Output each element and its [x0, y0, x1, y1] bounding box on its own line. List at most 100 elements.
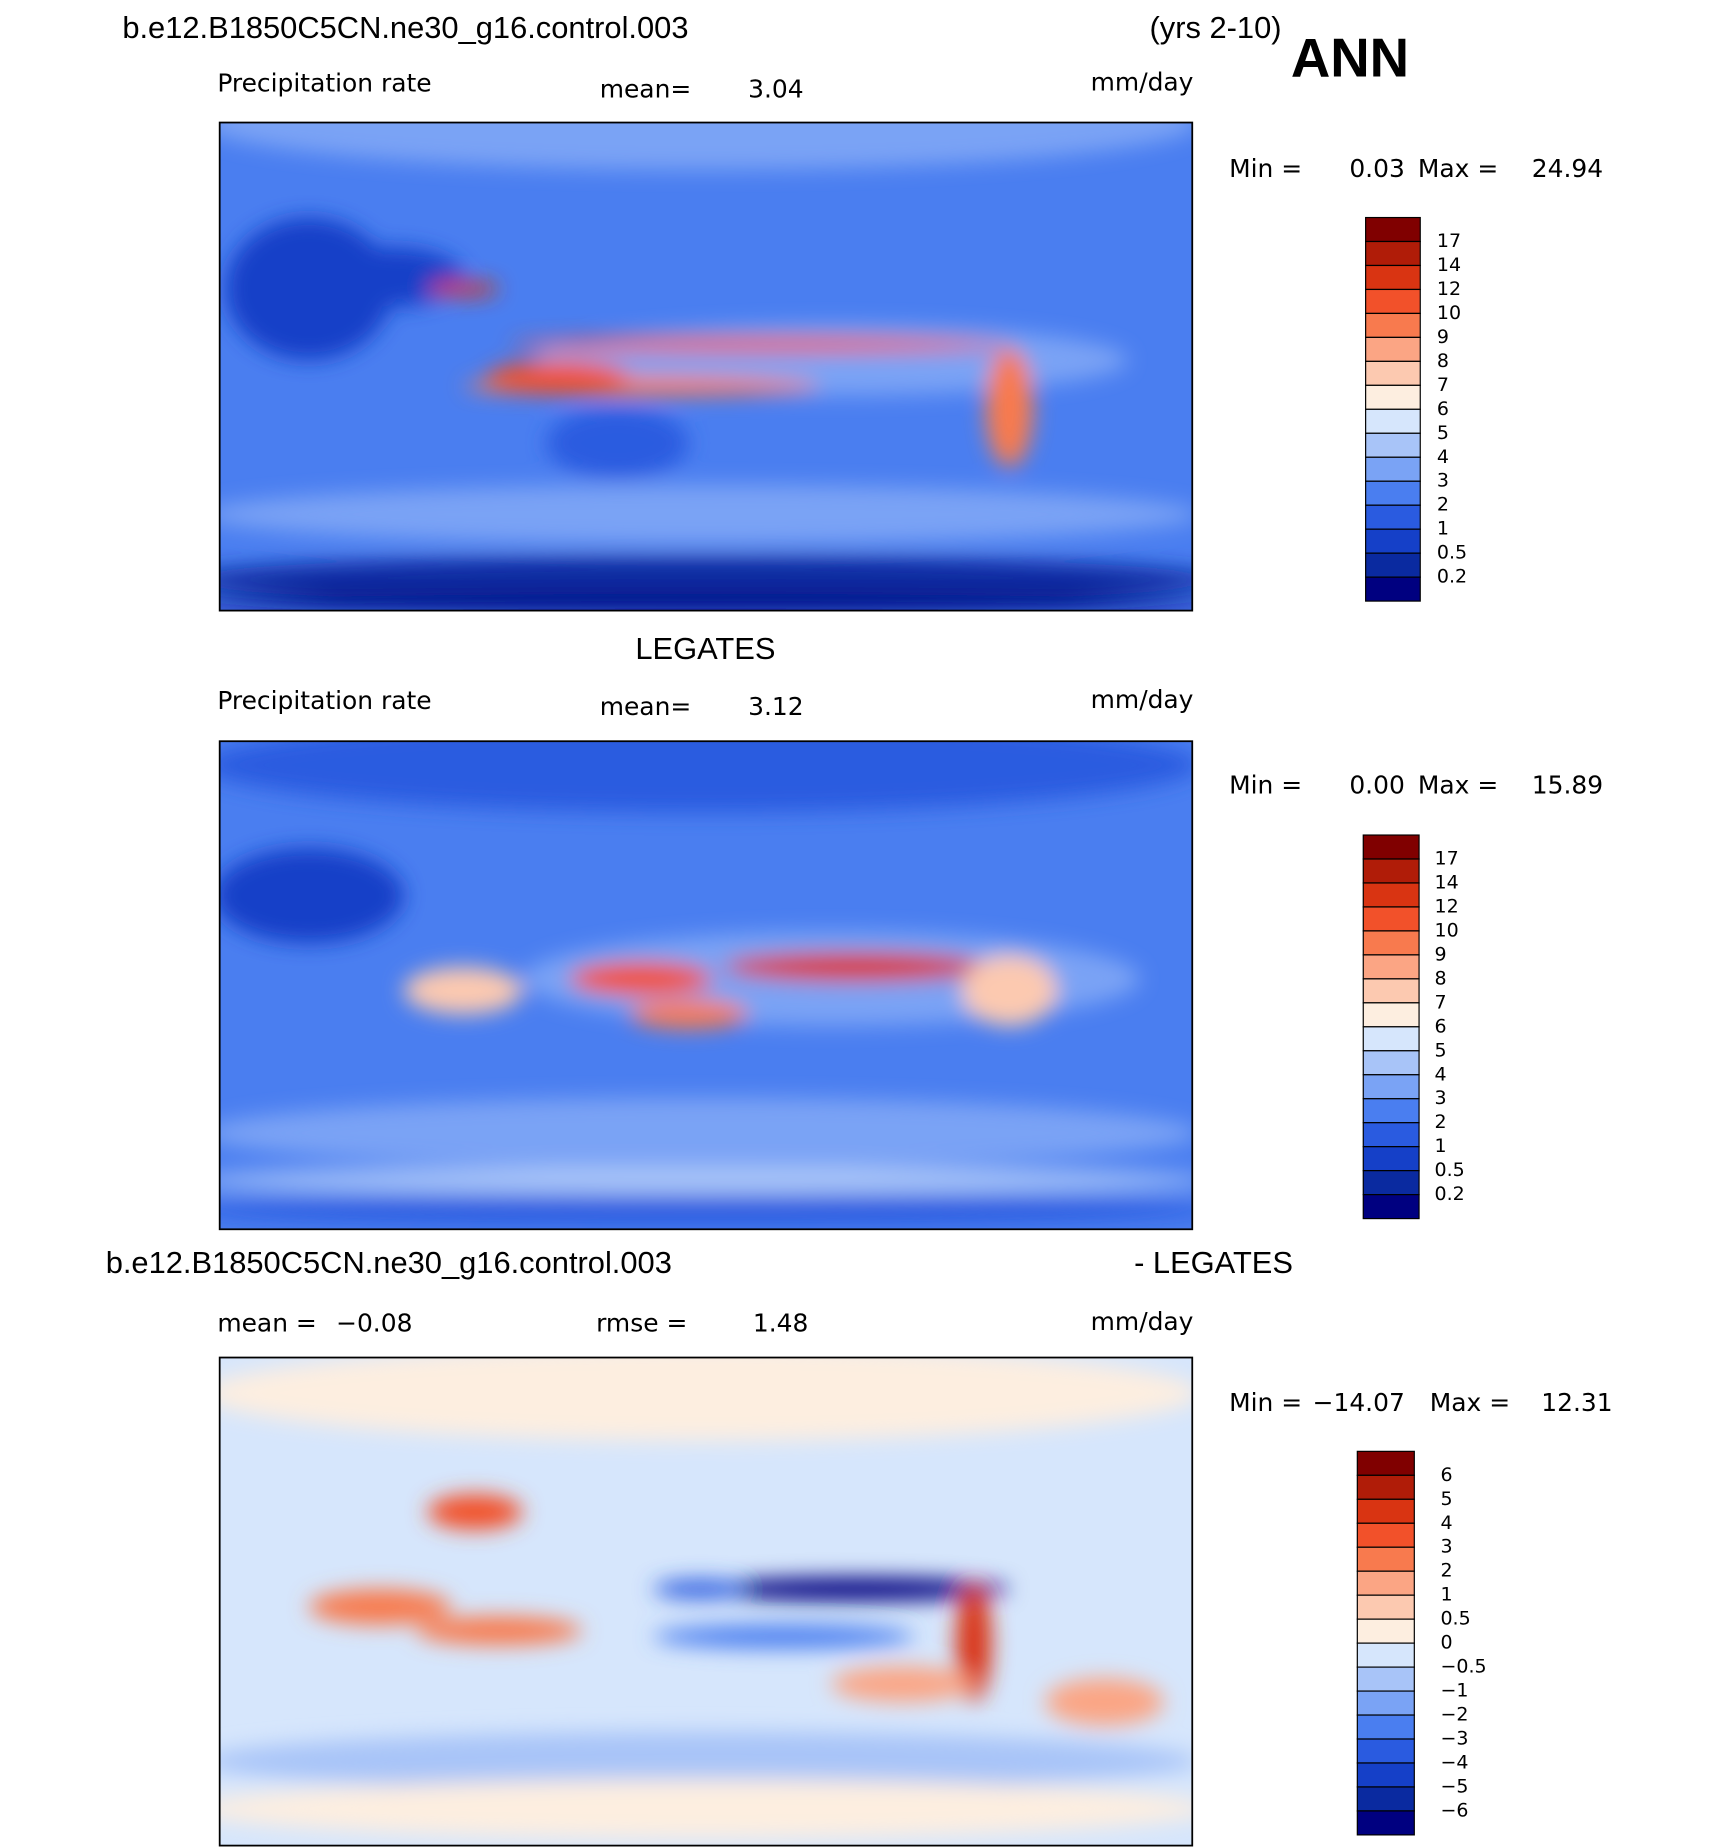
- map: [219, 741, 1193, 1230]
- mean-label: mean=: [600, 74, 692, 103]
- field-blob: [415, 1616, 582, 1645]
- colorbar-box: [1362, 1098, 1420, 1124]
- colorbar-box: [1365, 504, 1421, 530]
- colorbar-label: 4: [1440, 1512, 1452, 1534]
- field-blob: [700, 1577, 1010, 1601]
- max-value: 24.94: [1532, 154, 1603, 183]
- colorbar-box: [1362, 1170, 1420, 1196]
- colorbar-box: [1362, 1194, 1420, 1220]
- colorbar-label: 10: [1437, 302, 1461, 324]
- min-label: Min =: [1229, 770, 1302, 799]
- colorbar-label: −4: [1440, 1751, 1468, 1773]
- map-frame: [218, 121, 1194, 612]
- colorbar-box: [1362, 1026, 1420, 1052]
- colorbar-box: [1356, 1642, 1415, 1668]
- colorbar-box: [1356, 1786, 1415, 1812]
- map-features: [219, 1357, 1193, 1839]
- colorbar-box: [1362, 1050, 1420, 1076]
- field-blob: [546, 407, 689, 479]
- colorbar-label: 9: [1437, 326, 1449, 348]
- colorbar-label: 14: [1437, 254, 1461, 276]
- colorbar-box: [1356, 1498, 1415, 1524]
- colorbar-label: 6: [1440, 1464, 1452, 1486]
- colorbar-label: 3: [1435, 1087, 1447, 1109]
- field-blob: [629, 1000, 749, 1029]
- colorbar-box: [1365, 432, 1421, 458]
- colorbar-box: [1365, 408, 1421, 434]
- variable: Precipitation rate: [217, 686, 431, 715]
- field-blob: [427, 1494, 523, 1530]
- field-blob: [510, 337, 1010, 352]
- map-features: [219, 122, 1193, 611]
- panel: Precipitation rate mean= 3.04 mm/day Min = 0.…: [217, 67, 1603, 612]
- variable: Precipitation rate: [217, 69, 431, 98]
- colorbar-box: [1356, 1666, 1415, 1692]
- field-blob: [219, 593, 1193, 611]
- map-frame: [218, 1356, 1194, 1847]
- field-blob: [219, 122, 1193, 171]
- colorbar-box: [1365, 384, 1421, 410]
- panel-title: LEGATES: [635, 631, 775, 666]
- colorbar-label: 4: [1437, 446, 1449, 468]
- field-blob: [308, 1589, 452, 1625]
- colorbar-box: [1362, 1122, 1420, 1148]
- colorbar-box: [1356, 1738, 1415, 1764]
- field-blob: [219, 1357, 1193, 1441]
- field-blob: [219, 1196, 1193, 1225]
- field-blob: [427, 281, 499, 296]
- max-label: Max =: [1430, 1388, 1510, 1417]
- colorbar-box: [1356, 1618, 1415, 1644]
- colorbar-box: [1365, 528, 1421, 554]
- colorbar-label: 2: [1437, 494, 1449, 516]
- field-blob: [219, 555, 1193, 604]
- colorbar-label: −3: [1440, 1728, 1468, 1750]
- units: mm/day: [1091, 1307, 1194, 1336]
- field-blob: [219, 848, 404, 944]
- rmse-value: 1.48: [753, 1308, 809, 1337]
- colorbar-label: 0.2: [1437, 566, 1467, 588]
- colorbar-box: [1365, 456, 1421, 482]
- colorbar-label: 4: [1435, 1063, 1447, 1085]
- colorbar-box: [1362, 1074, 1420, 1100]
- colorbar-label: 8: [1435, 967, 1447, 989]
- colorbar-box: [1365, 360, 1421, 386]
- panel-title: - LEGATES: [1134, 1245, 1293, 1280]
- mean-value: 3.04: [748, 74, 804, 103]
- colorbar-box: [1356, 1690, 1415, 1716]
- colorbar-label: 5: [1435, 1039, 1447, 1061]
- max-label: Max =: [1418, 770, 1498, 799]
- max-value: 12.31: [1541, 1388, 1612, 1417]
- colorbar-box: [1362, 882, 1420, 908]
- field-blob: [831, 1666, 974, 1702]
- colorbar-label: 0.5: [1435, 1159, 1465, 1181]
- colorbar-label: 12: [1437, 278, 1461, 300]
- colorbar-label: 17: [1435, 848, 1459, 870]
- colorbar-label: 0.5: [1437, 542, 1467, 564]
- colorbar-box: [1365, 336, 1421, 362]
- mean-label: mean =: [217, 1308, 316, 1337]
- map-frame: [218, 740, 1194, 1231]
- min-value: 0.00: [1349, 770, 1405, 799]
- field-blob: [219, 1097, 1193, 1169]
- field-blob: [985, 348, 1034, 467]
- years: (yrs 2-10): [1150, 10, 1282, 45]
- field-blob: [219, 1166, 1193, 1195]
- map-features: [219, 741, 1193, 1225]
- colorbar-label: 3: [1437, 470, 1449, 492]
- colorbar-box: [1365, 312, 1421, 338]
- colorbar-box: [1362, 1002, 1420, 1028]
- map: [219, 1357, 1193, 1846]
- min-label: Min =: [1229, 1388, 1302, 1417]
- colorbar-box: [1362, 930, 1420, 956]
- field-blob: [653, 1579, 749, 1599]
- rmse-label: rmse =: [596, 1308, 687, 1337]
- colorbar-label: 0: [1440, 1632, 1452, 1654]
- colorbar-box: [1365, 552, 1421, 578]
- field-blob: [403, 966, 523, 1015]
- field-blob: [219, 1779, 1193, 1839]
- field-blob: [1045, 1678, 1164, 1726]
- panel: mean = −0.08 rmse = 1.48 mm/day Min = −14.07 Ma…: [217, 1307, 1613, 1847]
- field-blob: [219, 484, 1193, 545]
- colorbar-label: 1: [1440, 1584, 1452, 1606]
